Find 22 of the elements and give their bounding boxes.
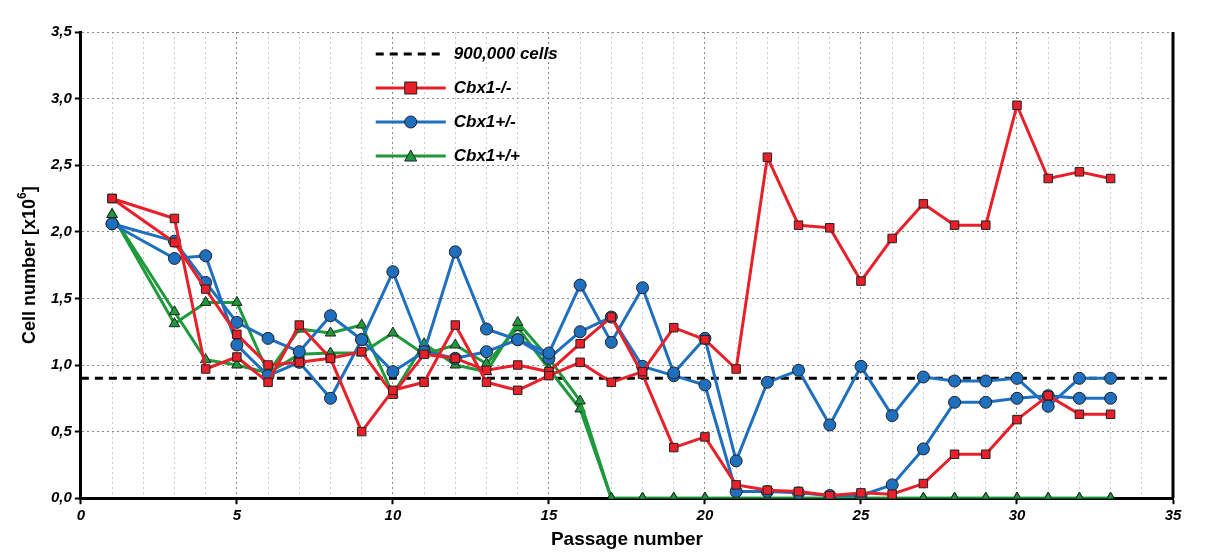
x-tick-label: 30 <box>1008 506 1026 524</box>
y-tick-label: 1,0 <box>50 355 73 373</box>
x-tick-label: 15 <box>540 506 558 524</box>
y-tick-label: 3,5 <box>50 22 73 40</box>
x-tick-label: 10 <box>384 506 402 524</box>
legend-label: Cbx1+/- <box>453 111 516 131</box>
x-tick-label: 35 <box>1164 506 1182 524</box>
y-tick-label: 2,0 <box>49 221 73 239</box>
x-tick-label: 25 <box>851 506 870 524</box>
y-tick-label: 3,0 <box>50 88 73 106</box>
x-tick-label: 20 <box>695 506 714 524</box>
x-tick-label: 5 <box>232 506 242 524</box>
y-tick-label: 0,0 <box>50 488 73 506</box>
legend-label: 900,000 cells <box>453 43 558 63</box>
legend-label: Cbx1+/+ <box>453 145 520 165</box>
y-tick-label: 1,5 <box>50 288 73 306</box>
y-tick-label: 0,5 <box>50 421 73 439</box>
x-axis-title: Passage number <box>550 527 704 549</box>
x-tick-label: 0 <box>76 506 86 524</box>
y-tick-label: 2,5 <box>49 155 73 173</box>
legend-label: Cbx1-/- <box>453 77 512 97</box>
y-axis-title: Cell number [x106] <box>15 186 39 344</box>
